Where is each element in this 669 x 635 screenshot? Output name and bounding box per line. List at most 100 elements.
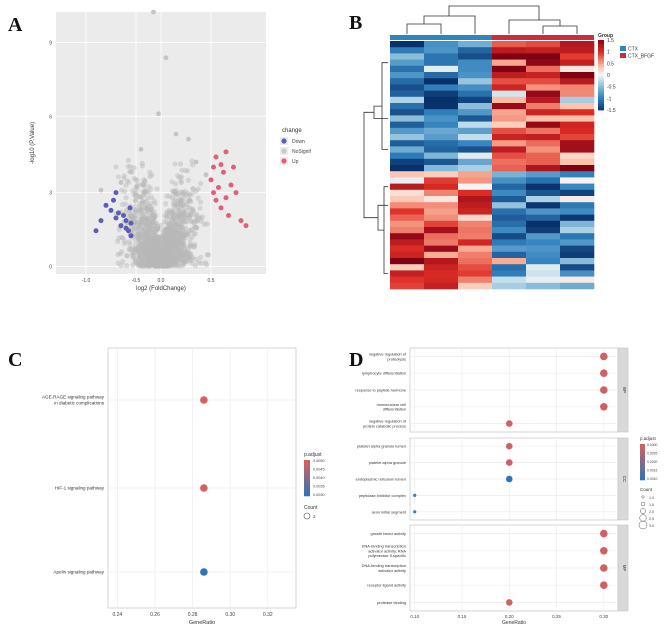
nosignif-point [153, 244, 159, 250]
nosignif-point [153, 222, 159, 228]
nosignif-point [158, 255, 164, 262]
nosignif-point [158, 262, 165, 268]
nosignif-point [129, 251, 135, 257]
nosignif-point [138, 203, 144, 209]
nosignif-point [177, 256, 183, 262]
nosignif-point [189, 255, 195, 261]
padj-tick-label: 0.0035 [313, 485, 325, 489]
nosignif-point [151, 258, 158, 264]
nosignif-point [160, 254, 166, 261]
nosignif-point [150, 255, 156, 261]
nosignif-point [193, 225, 199, 231]
nosignif-point [163, 251, 169, 257]
go-term-label: DNA-binding transcription activator activ… [362, 563, 406, 573]
heatmap-cell [560, 78, 595, 85]
nosignif-point [152, 241, 159, 247]
nosignif-point [172, 161, 178, 167]
nosignif-point [142, 205, 149, 211]
nosignif-point [146, 250, 152, 257]
padj-colorbar-segment [640, 454, 645, 457]
nosignif-point [144, 222, 150, 228]
nosignif-point [161, 253, 167, 259]
nosignif-point [156, 256, 163, 262]
nosignif-point [152, 250, 158, 257]
enrichment-dot [600, 581, 608, 589]
nosignif-point [162, 253, 168, 259]
nosignif-point [156, 259, 163, 265]
nosignif-point [180, 211, 186, 217]
heatmap-cell [560, 59, 595, 67]
heatmap-cell [526, 183, 561, 191]
nosignif-point [170, 238, 177, 244]
nosignif-point [157, 257, 163, 263]
nosignif-point [180, 226, 186, 233]
nosignif-point [169, 258, 175, 265]
heatmap-cell [560, 140, 595, 147]
nosignif-point [165, 231, 171, 238]
nosignif-point [182, 246, 188, 252]
nosignif-point [142, 203, 148, 209]
nosignif-point [150, 260, 156, 266]
nosignif-point [170, 257, 176, 263]
nosignif-point [143, 249, 150, 255]
nosignif-point [154, 223, 161, 229]
nosignif-point [172, 202, 178, 209]
heatmap-cell [424, 202, 459, 209]
nosignif-point [157, 262, 163, 268]
nosignif-point [173, 230, 179, 237]
nosignif-point [182, 257, 188, 263]
nosignif-point [148, 194, 155, 200]
nosignif-point [181, 261, 187, 267]
nosignif-point [141, 177, 147, 183]
nosignif-point [167, 245, 173, 251]
nosignif-point [158, 260, 164, 266]
nosignif-point [147, 244, 153, 250]
nosignif-point [166, 255, 172, 262]
nosignif-point [164, 261, 170, 267]
nosignif-point [163, 254, 169, 260]
nosignif-point [132, 246, 138, 253]
nosignif-point [173, 187, 179, 194]
nosignif-point [139, 243, 145, 249]
nosignif-point [168, 253, 174, 259]
nosignif-point [160, 229, 167, 235]
nosignif-point [164, 252, 171, 258]
nosignif-point [156, 239, 162, 245]
heatmap-cell [560, 282, 595, 290]
heatmap-cell [390, 214, 425, 222]
nosignif-point [147, 235, 153, 241]
heatmap-cell [390, 282, 425, 290]
nosignif-point [153, 263, 159, 269]
nosignif-point [140, 248, 146, 254]
nosignif-point [177, 246, 183, 252]
nosignif-point [182, 219, 188, 225]
nosignif-point [179, 230, 185, 237]
nosignif-point [172, 220, 179, 226]
nosignif-point [174, 215, 181, 221]
nosignif-point [180, 259, 187, 265]
colorbar-segment [598, 100, 604, 103]
count-legend-label: 2.5 [649, 517, 654, 521]
colorbar-segment [598, 60, 604, 63]
nosignif-point [169, 230, 175, 236]
nosignif-point [185, 231, 191, 238]
nosignif-point [165, 253, 172, 259]
nosignif-point [167, 234, 173, 240]
nosignif-point [144, 257, 150, 263]
nosignif-point [169, 233, 175, 240]
dendrogram-left [373, 105, 388, 119]
nosignif-point [140, 259, 147, 265]
heatmap-cell [458, 53, 493, 60]
nosignif-point [168, 224, 174, 231]
padj-colorbar-segment [304, 472, 310, 474]
nosignif-point [152, 240, 158, 246]
nosignif-point [143, 251, 150, 257]
padj-colorbar-segment [304, 460, 310, 462]
nosignif-point [131, 225, 137, 232]
nosignif-point [168, 244, 174, 250]
heatmap-cell [424, 264, 459, 271]
nosignif-point [150, 222, 156, 228]
padj-colorbar-segment [304, 466, 310, 468]
nosignif-point [146, 248, 152, 254]
